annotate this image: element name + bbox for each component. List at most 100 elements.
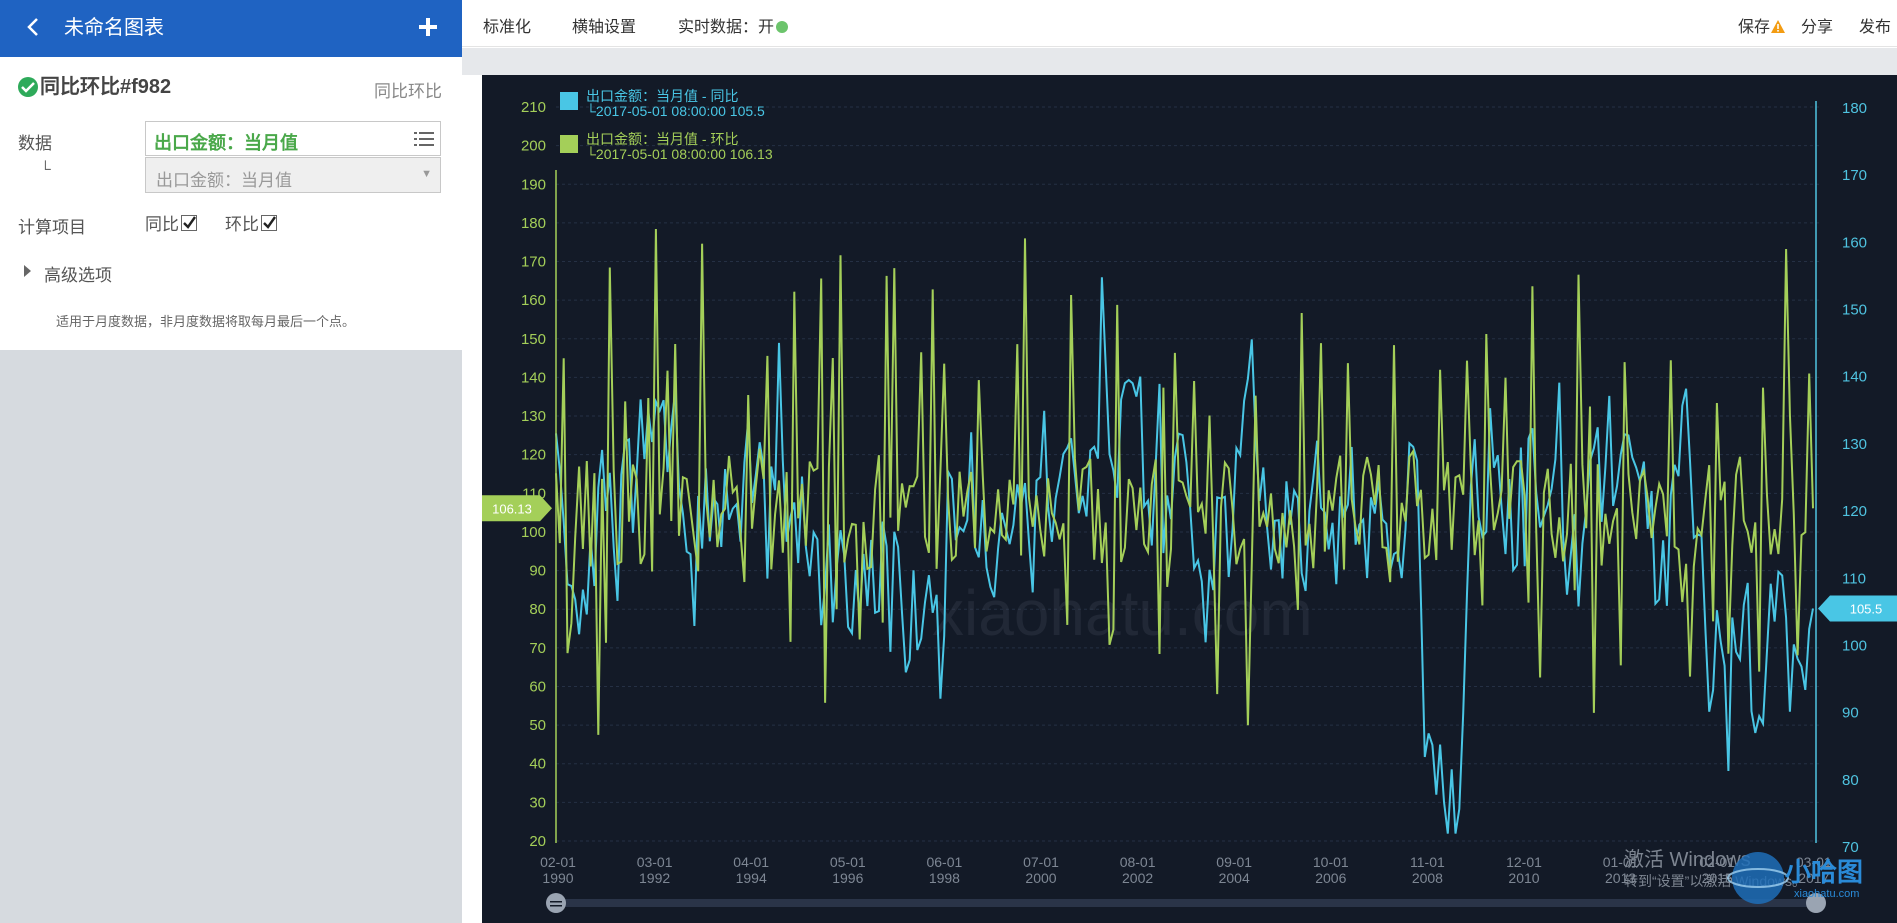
y-left-tick: 200: [521, 138, 546, 155]
x-tick-date: 02-01: [1699, 854, 1735, 870]
legend-label-mom[interactable]: 出口金额：当月值 - 环比: [586, 131, 738, 147]
usage-note: 适用于月度数据，非月度数据将取每月最后一个点。: [56, 314, 356, 329]
left-panel: 未命名图表 同比环比#f982 同比环比 数据 └ 出口金额：当月值 出口金额：…: [0, 0, 462, 923]
legend-swatch-yoy[interactable]: [560, 92, 578, 110]
y-left-tick: 160: [521, 292, 546, 309]
normalize-button[interactable]: 标准化: [483, 19, 532, 36]
x-tick-year: 2002: [1122, 870, 1153, 886]
x-tick-year: 2004: [1219, 870, 1250, 886]
warning-icon: [1771, 20, 1785, 33]
list-icon[interactable]: [414, 130, 434, 148]
yoy-label: 同比: [145, 215, 179, 234]
left-value-marker-text: 106.13: [492, 501, 532, 516]
y-left-tick: 150: [521, 331, 546, 348]
top-toolbar: 标准化 横轴设置 实时数据：开 保存 分享 发布: [462, 0, 1897, 47]
field-select-value: 出口金额：当月值: [154, 133, 298, 153]
range-slider-start-handle[interactable]: [546, 893, 566, 913]
x-tick-date: 02-01: [540, 854, 576, 870]
chart-area[interactable]: xiaohatu.com 20 30 40 50 60 70 80 90 100 110 120 13…: [482, 75, 1897, 923]
logo-icon: [1732, 852, 1784, 904]
data-label: 数据: [18, 134, 52, 153]
y-right-tick: 140: [1842, 369, 1867, 386]
mom-checkbox[interactable]: [261, 214, 277, 231]
x-tick-year: 2008: [1412, 870, 1443, 886]
chevron-left-icon: [27, 18, 38, 36]
y-right-tick: 160: [1842, 234, 1867, 251]
legend-last-point-yoy: └2017-05-01 08:00:00 105.5: [586, 103, 765, 119]
save-label: 保存: [1737, 19, 1770, 36]
x-tick-year: 1994: [736, 870, 767, 886]
x-tick-year: 1992: [639, 870, 670, 886]
sub-field-indent-mark: └: [40, 161, 51, 178]
right-value-marker: [1818, 595, 1897, 622]
y-right-tick: 80: [1842, 772, 1859, 789]
y-left-tick: 210: [521, 99, 546, 116]
save-button[interactable]: 保存: [1738, 13, 1785, 37]
checkmark-icon: [183, 215, 196, 229]
left-value-marker: [482, 495, 552, 522]
realtime-toggle[interactable]: 实时数据：开: [678, 13, 789, 37]
check-circle-icon: [18, 77, 38, 97]
range-slider-end-handle[interactable]: [1806, 893, 1826, 913]
windows-activation-title: 激活 Windows: [1624, 848, 1751, 871]
field-select[interactable]: 出口金额：当月值: [145, 121, 441, 156]
handle-grip: [550, 901, 562, 903]
range-slider-track[interactable]: [556, 899, 1816, 907]
x-tick-date: 05-01: [830, 854, 866, 870]
handle-grip: [550, 905, 562, 907]
chart-svg[interactable]: xiaohatu.com 20 30 40 50 60 70 80 90 100 110 120 13…: [482, 75, 1897, 923]
realtime-label: 实时数据：开: [678, 19, 775, 36]
logo-subtext: xiaohatu.com: [1794, 888, 1859, 900]
x-tick-date: 09-01: [1216, 854, 1252, 870]
advanced-options-toggle[interactable]: 高级选项: [44, 266, 112, 285]
x-tick-year: 2013: [1605, 870, 1636, 886]
series-line-mom[interactable]: [555, 228, 1814, 735]
y-left-tick: 20: [529, 833, 546, 850]
logo-text: 小哈图: [1785, 857, 1863, 887]
legend-label-yoy[interactable]: 出口金额：当月值 - 同比: [586, 88, 738, 104]
yoy-option: 同比: [145, 210, 197, 235]
x-tick-date: 04-01: [733, 854, 769, 870]
y-right-tick: 180: [1842, 100, 1867, 117]
x-tick-year: 1990: [542, 870, 573, 886]
back-button[interactable]: [18, 12, 48, 42]
y-left-tick: 100: [521, 524, 546, 541]
panel-header: 未命名图表: [0, 0, 462, 57]
chart-name: 未命名图表: [64, 17, 164, 39]
y-right-tick: 110: [1842, 570, 1866, 587]
toolbar-shadow-band: [462, 48, 1897, 75]
y-left-tick: 180: [521, 215, 546, 232]
y-left-tick: 190: [521, 176, 546, 193]
plus-icon: [419, 18, 437, 36]
share-button[interactable]: 分享: [1800, 19, 1833, 36]
x-tick-date: 03-01: [637, 854, 673, 870]
sub-field-select-value: 出口金额：当月值: [156, 171, 292, 190]
y-left-tick: 60: [529, 678, 546, 695]
series-line-yoy[interactable]: [555, 277, 1814, 834]
yoy-checkbox[interactable]: [181, 214, 197, 231]
x-tick-year: 1998: [929, 870, 960, 886]
publish-button[interactable]: 发布: [1858, 19, 1891, 36]
xaxis-settings-button[interactable]: 横轴设置: [572, 19, 637, 36]
y-right-tick: 70: [1842, 839, 1859, 856]
y-right-tick: 100: [1842, 637, 1867, 654]
y-left-tick: 40: [529, 756, 546, 773]
x-tick-year: 2017: [1798, 870, 1829, 886]
x-tick-date: 10-01: [1313, 854, 1349, 870]
y-left-tick: 80: [529, 601, 546, 618]
config-type: 同比环比: [374, 82, 442, 101]
sub-field-select[interactable]: 出口金额：当月值 ▼: [145, 157, 441, 193]
y-right-tick: 130: [1842, 436, 1867, 453]
legend-swatch-mom[interactable]: [560, 135, 578, 153]
calc-items-label: 计算项目: [18, 218, 86, 237]
caret-right-icon[interactable]: [24, 265, 31, 277]
y-left-tick: 140: [521, 369, 546, 386]
watermark-text: xiaohatu.com: [932, 577, 1313, 649]
x-tick-year: 1996: [832, 870, 863, 886]
y-left-tick: 170: [521, 254, 546, 271]
right-value-marker-text: 105.5: [1850, 602, 1883, 617]
add-button[interactable]: [412, 10, 444, 44]
checkmark-icon: [263, 215, 276, 229]
y-right-tick: 120: [1842, 503, 1867, 520]
y-left-tick: 90: [529, 563, 546, 580]
